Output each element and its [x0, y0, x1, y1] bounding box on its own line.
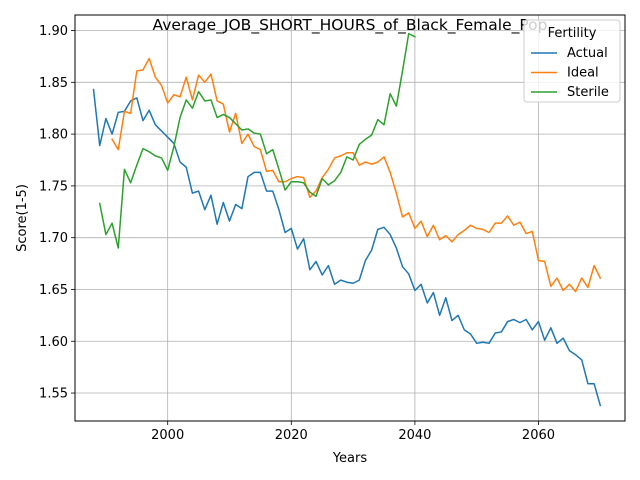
legend-label-actual: Actual	[567, 46, 608, 61]
chart-title: Average_JOB_SHORT_HOURS_of_Black_Female_…	[153, 16, 548, 35]
y-tick-label: 1.60	[39, 335, 68, 350]
y-tick-label: 1.85	[39, 76, 68, 91]
x-axis-label: Years	[332, 451, 368, 466]
legend: Fertility Actual Ideal Sterile	[523, 19, 621, 103]
series-lines	[92, 32, 602, 407]
x-tick-label: 2020	[275, 428, 308, 443]
y-tick-label: 1.55	[39, 387, 68, 402]
axis-ticks: 2000 2020 2040 2060 1.55 1.60 1.65 1.70 1.75 1.80…	[39, 24, 555, 443]
x-tick-label: 2000	[151, 428, 184, 443]
legend-title: Fertility	[548, 26, 597, 41]
legend-label-sterile: Sterile	[567, 85, 609, 100]
x-tick-label: 2040	[398, 428, 431, 443]
x-tick-label: 2060	[522, 428, 555, 443]
y-tick-label: 1.80	[39, 128, 68, 143]
y-tick-label: 1.90	[39, 24, 68, 39]
series-line-actual	[92, 88, 602, 407]
legend-label-ideal: Ideal	[567, 66, 599, 81]
y-axis-label: Score(1-5)	[15, 184, 30, 252]
y-tick-label: 1.75	[39, 179, 68, 194]
series-line-sterile	[98, 32, 416, 249]
y-tick-label: 1.70	[39, 231, 68, 246]
legend-items: Actual Ideal Sterile	[531, 46, 609, 100]
plot-frame	[74, 14, 626, 422]
legend-box	[523, 19, 621, 103]
series-line-ideal	[111, 57, 602, 293]
y-tick-label: 1.65	[39, 283, 68, 298]
